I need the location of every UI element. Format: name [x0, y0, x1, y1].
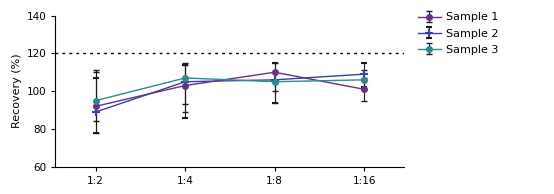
Legend: Sample 1, Sample 2, Sample 3: Sample 1, Sample 2, Sample 3: [418, 12, 499, 55]
Y-axis label: Recovery (%): Recovery (%): [12, 54, 23, 128]
